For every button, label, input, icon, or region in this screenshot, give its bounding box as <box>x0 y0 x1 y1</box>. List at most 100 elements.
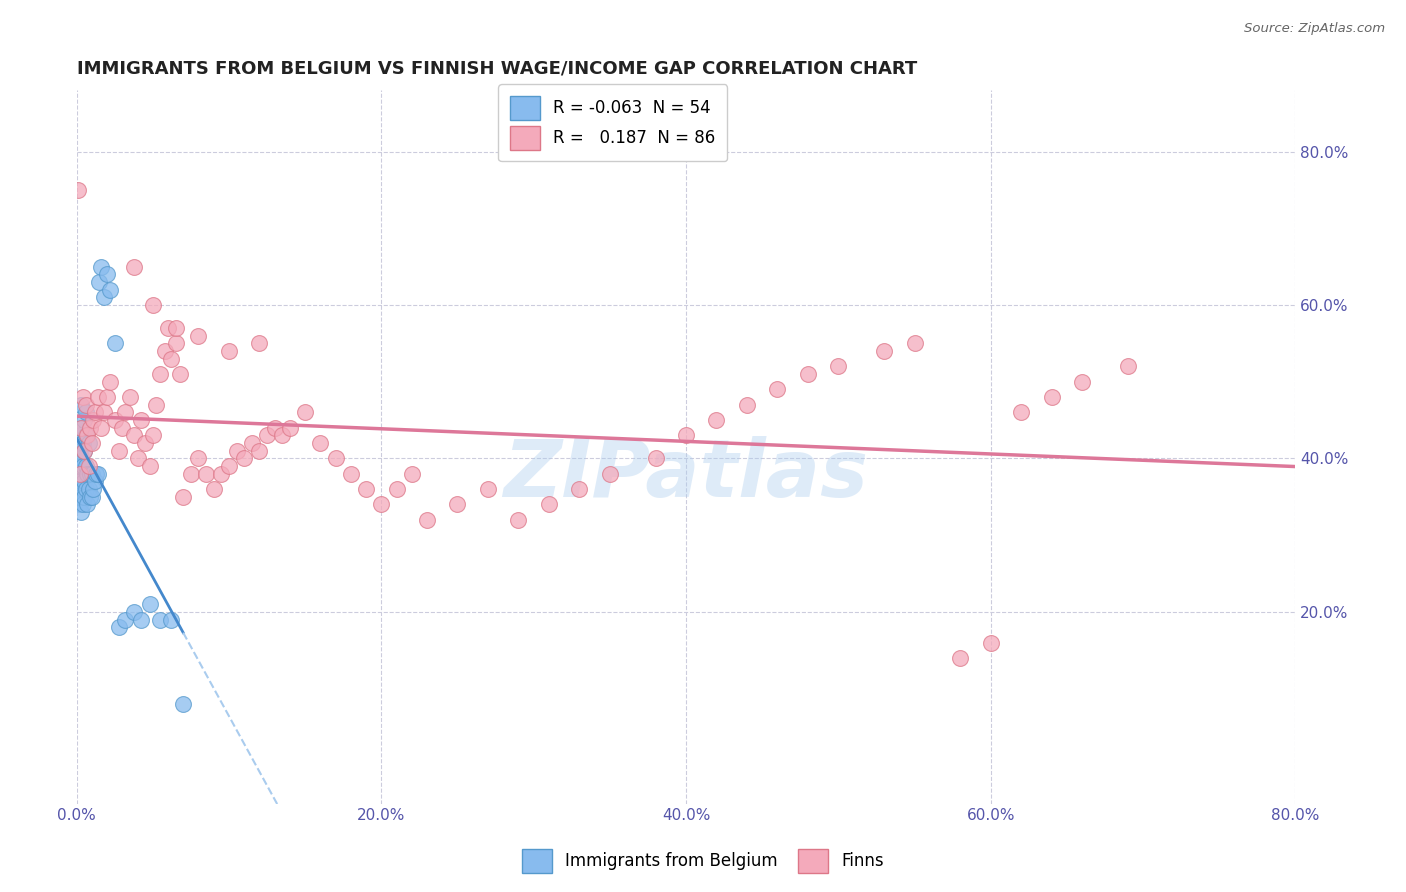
Point <box>73 443 96 458</box>
Point <box>169 367 191 381</box>
Point <box>83 475 105 489</box>
Text: IMMIGRANTS FROM BELGIUM VS FINNISH WAGE/INCOME GAP CORRELATION CHART: IMMIGRANTS FROM BELGIUM VS FINNISH WAGE/… <box>76 60 917 78</box>
Point <box>70 421 93 435</box>
Point <box>87 467 110 481</box>
Point <box>165 321 187 335</box>
Point <box>827 359 849 374</box>
Point <box>294 405 316 419</box>
Point <box>247 336 270 351</box>
Point <box>98 283 121 297</box>
Point <box>98 375 121 389</box>
Point <box>73 443 96 458</box>
Point <box>949 651 972 665</box>
Point <box>69 428 91 442</box>
Point <box>80 490 103 504</box>
Point <box>187 328 209 343</box>
Point <box>218 344 240 359</box>
Point <box>90 421 112 435</box>
Point <box>114 405 136 419</box>
Point <box>240 436 263 450</box>
Point <box>67 183 90 197</box>
Point <box>142 298 165 312</box>
Point <box>96 390 118 404</box>
Point <box>172 697 194 711</box>
Point <box>797 367 820 381</box>
Point <box>70 451 93 466</box>
Point <box>80 436 103 450</box>
Point <box>69 467 91 481</box>
Point <box>67 451 90 466</box>
Point <box>247 443 270 458</box>
Point <box>124 260 146 274</box>
Point <box>69 467 91 481</box>
Point <box>69 459 91 474</box>
Point <box>370 498 392 512</box>
Point <box>108 443 131 458</box>
Point <box>980 635 1002 649</box>
Point <box>354 482 377 496</box>
Point <box>75 428 97 442</box>
Point <box>108 620 131 634</box>
Point <box>416 513 439 527</box>
Point <box>75 482 97 496</box>
Point <box>537 498 560 512</box>
Point <box>160 351 183 366</box>
Point <box>195 467 218 481</box>
Point <box>134 436 156 450</box>
Point <box>90 260 112 274</box>
Point <box>70 505 93 519</box>
Point <box>446 498 468 512</box>
Point <box>735 398 758 412</box>
Point <box>180 467 202 481</box>
Text: Source: ZipAtlas.com: Source: ZipAtlas.com <box>1244 22 1385 36</box>
Point <box>325 451 347 466</box>
Point <box>111 421 134 435</box>
Point <box>508 513 530 527</box>
Point <box>401 467 423 481</box>
Point <box>225 443 247 458</box>
Point <box>1071 375 1094 389</box>
Point <box>72 459 94 474</box>
Point <box>477 482 499 496</box>
Point <box>138 597 160 611</box>
Point <box>82 413 104 427</box>
Point <box>77 436 100 450</box>
Point <box>675 428 697 442</box>
Point <box>93 290 115 304</box>
Point <box>77 459 100 474</box>
Point <box>127 451 149 466</box>
Point <box>75 405 97 419</box>
Point <box>67 467 90 481</box>
Point <box>83 405 105 419</box>
Point <box>256 428 278 442</box>
Point <box>70 475 93 489</box>
Point <box>73 490 96 504</box>
Point <box>70 490 93 504</box>
Point <box>72 390 94 404</box>
Legend: R = -0.063  N = 54, R =   0.187  N = 86: R = -0.063 N = 54, R = 0.187 N = 86 <box>498 85 727 161</box>
Point <box>118 390 141 404</box>
Point <box>124 605 146 619</box>
Point <box>209 467 232 481</box>
Point <box>1116 359 1139 374</box>
Point <box>72 498 94 512</box>
Point <box>138 459 160 474</box>
Point <box>76 428 98 442</box>
Text: ZIPatlas: ZIPatlas <box>503 436 869 515</box>
Point <box>75 398 97 412</box>
Point <box>706 413 728 427</box>
Point <box>153 344 176 359</box>
Point <box>149 613 172 627</box>
Point <box>172 490 194 504</box>
Point <box>72 482 94 496</box>
Point <box>165 336 187 351</box>
Point <box>79 490 101 504</box>
Point <box>104 336 127 351</box>
Point <box>75 459 97 474</box>
Point <box>149 367 172 381</box>
Point <box>309 436 332 450</box>
Point <box>766 383 789 397</box>
Point <box>233 451 256 466</box>
Point <box>104 413 127 427</box>
Point <box>79 467 101 481</box>
